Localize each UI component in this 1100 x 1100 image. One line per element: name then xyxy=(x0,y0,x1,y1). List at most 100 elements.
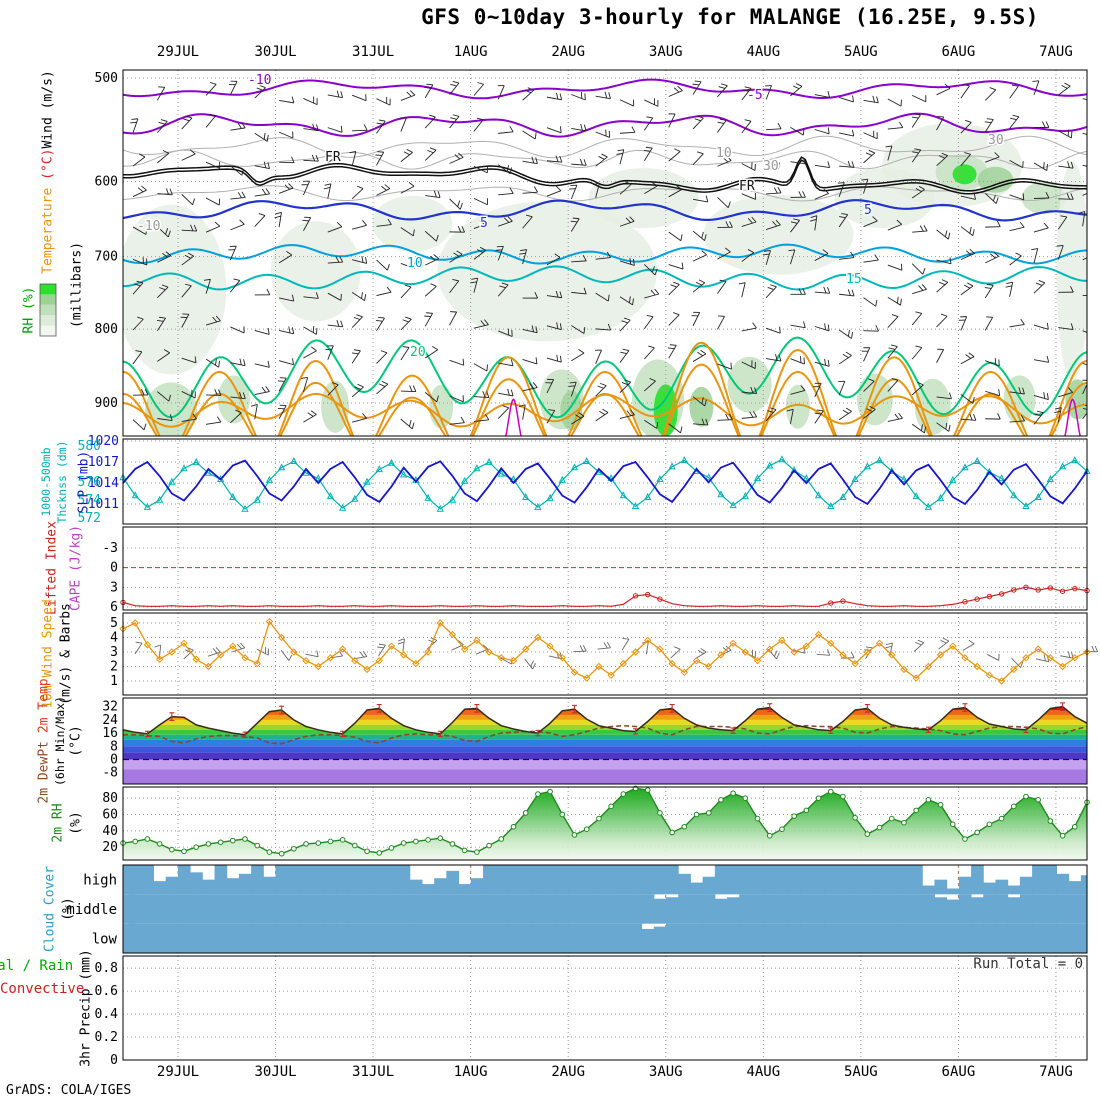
temp-tick-label: 0 xyxy=(110,753,118,768)
wind10-unit-label: (m/s) & Barbs xyxy=(58,603,74,705)
panel-2m-temp xyxy=(122,698,1088,784)
temp-tick-label: 16 xyxy=(102,726,118,741)
dewpt-label: 2m DewPt xyxy=(36,733,52,804)
temp-tick-label: 8 xyxy=(110,739,118,754)
day-label: 29JUL xyxy=(156,44,200,60)
day-label: 2AUG xyxy=(551,44,586,60)
wind-tick-label: 3 xyxy=(110,645,118,660)
precip-tick-label: 0.2 xyxy=(95,1030,118,1045)
day-label: 30JUL xyxy=(254,44,297,60)
run-total-text: Run Total = 0 xyxy=(973,956,1083,972)
day-label: 3AUG xyxy=(648,1064,683,1080)
day-label: 7AUG xyxy=(1039,1064,1073,1080)
slp-tick-label: 1014 xyxy=(88,476,119,491)
day-label: 6AUG xyxy=(941,44,976,60)
contour-label: 30 xyxy=(763,159,779,174)
day-label: 6AUG xyxy=(941,1064,976,1080)
day-label: 5AUG xyxy=(843,44,878,60)
pressure-tick-label: 500 xyxy=(95,71,118,86)
panel-10m-wind xyxy=(119,613,1099,695)
contour-label: 10 xyxy=(716,146,732,161)
contour-label: 30 xyxy=(988,133,1004,148)
day-label: 5AUG xyxy=(843,1064,878,1080)
precip-tick-label: 0 xyxy=(110,1053,118,1068)
wind-tick-label: 1 xyxy=(110,674,118,689)
pressure-tick-label: 600 xyxy=(95,175,118,190)
day-label: 4AUG xyxy=(746,44,781,60)
panel-cross-section: -10 -5 FR FR 5 5 10 15 20 10 30 30 -10 xyxy=(123,70,1087,436)
pressure-tick-label: 800 xyxy=(95,322,118,337)
day-label: 29JUL xyxy=(156,1064,200,1080)
contour-label: FR xyxy=(739,179,755,194)
panel-precip xyxy=(123,956,1087,1060)
minmax-label: (6hr Min/Max) xyxy=(53,695,67,787)
page-title: GFS 0~10day 3-hourly for MALANGE (16.25E… xyxy=(421,5,1039,29)
rh-tick-label: 20 xyxy=(102,840,118,855)
rh2m-unit-label: (%) xyxy=(68,811,84,835)
li-tick-label: 0 xyxy=(110,561,118,576)
contour-label: -5 xyxy=(747,88,763,103)
day-label: 3AUG xyxy=(648,44,683,60)
day-label: 31JUL xyxy=(352,1064,395,1080)
precip3hr-label: 3hr Precip (mm) xyxy=(78,949,94,1067)
thickness-tick-label: 572 xyxy=(78,511,101,526)
temp-tick-label: 32 xyxy=(102,700,118,715)
panel-lifted-index xyxy=(120,527,1090,610)
day-label: 31JUL xyxy=(352,44,395,60)
temp-tick-label: -8 xyxy=(102,766,118,781)
li-tick-label: 3 xyxy=(110,580,118,595)
contour-label: 20 xyxy=(410,345,426,360)
thickness-tick-label: 574 xyxy=(78,493,102,508)
contour-label: -10 xyxy=(248,73,271,88)
thickness-label-1: 1000-500mb xyxy=(39,447,53,517)
precip-tick-label: 0.4 xyxy=(95,1007,119,1022)
precip-total-label: Total / Rain xyxy=(0,958,74,974)
temp2m-unit-label: (°C) xyxy=(68,725,84,757)
cape-label: CAPE (J/kg) xyxy=(68,524,84,612)
day-label: 4AUG xyxy=(746,1064,781,1080)
precip-tick-label: 0.6 xyxy=(95,984,118,999)
grads-credit: GrADS: COLA/IGES xyxy=(6,1083,132,1098)
temperature-label: Temperature xyxy=(40,179,56,274)
day-label: 7AUG xyxy=(1039,44,1073,60)
slp-tick-label: 1011 xyxy=(88,497,119,512)
day-label: 30JUL xyxy=(254,1064,297,1080)
cloud-cover-label: Cloud Cover xyxy=(42,865,58,953)
thickness-tick-label: 576 xyxy=(78,475,101,490)
contour-label: FR xyxy=(325,150,341,165)
cloud-unit-label: (%) xyxy=(60,897,76,921)
wind-label: Wind (m/s) xyxy=(40,70,56,149)
precip-convective-label: Convective xyxy=(0,981,85,997)
cloud-row-label: middle xyxy=(66,902,117,918)
rh-tick-label: 80 xyxy=(102,791,118,806)
pressure-tick-label: 700 xyxy=(95,250,118,265)
temp-tick-label: 24 xyxy=(102,713,118,728)
precip-tick-label: 0.8 xyxy=(95,961,118,976)
slp-tick-label: 1017 xyxy=(88,455,119,470)
rh-shade-label: RH (%) xyxy=(21,286,37,334)
panel-cloud-cover xyxy=(123,865,1087,953)
wind-tick-label: 4 xyxy=(110,631,118,646)
contour-label: 5 xyxy=(480,216,488,231)
axis-label-temp-wind: Temperature (°C)Wind (m/s) xyxy=(41,70,56,274)
rh2m-label: 2m RH xyxy=(50,803,66,843)
slp-label: SLP (mb) xyxy=(76,450,92,514)
panel-slp-thickness xyxy=(119,439,1091,524)
contour-label: 5 xyxy=(864,203,872,218)
day-label: 1AUG xyxy=(453,1064,488,1080)
day-label: 2AUG xyxy=(551,1064,586,1080)
pressure-tick-label: 900 xyxy=(95,396,118,411)
temp2m-label: 2m DewPt 2m Temp xyxy=(37,678,52,803)
contour-label: 15 xyxy=(846,272,862,287)
panel-2m-rh xyxy=(120,785,1090,860)
rh-tick-label: 40 xyxy=(102,824,118,839)
temp-unit-label: (°C) xyxy=(40,148,56,180)
temp2m-sub-label: 2m Temp xyxy=(36,678,52,734)
wind-tick-label: 2 xyxy=(110,660,118,675)
li-tick-label: -3 xyxy=(102,541,118,556)
day-label: 1AUG xyxy=(453,44,488,60)
millibars-label: (millibars) xyxy=(69,241,85,329)
slp-tick-label: 1020 xyxy=(88,434,119,449)
